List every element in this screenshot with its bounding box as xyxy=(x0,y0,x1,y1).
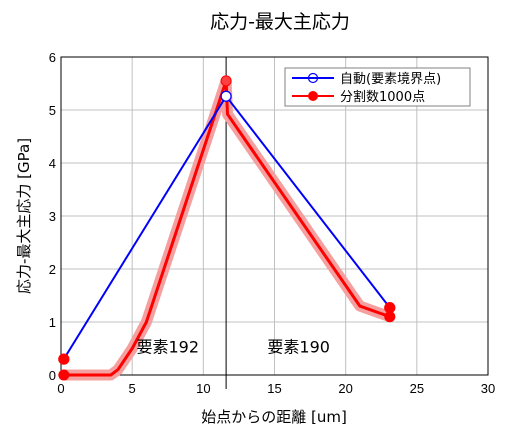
legend: 自動(要素境界点) 分割数1000点 xyxy=(284,67,471,107)
legend-label-auto: 自動(要素境界点) xyxy=(340,72,441,87)
y-tick-label: 0 xyxy=(49,368,56,383)
series-div-point xyxy=(58,369,70,381)
legend-marker-auto xyxy=(307,72,319,84)
y-tick-label: 4 xyxy=(49,156,56,171)
x-tick-label: 30 xyxy=(481,381,495,396)
series-auto-point xyxy=(220,90,232,102)
y-tick-label: 2 xyxy=(49,262,56,277)
y-tick-label: 5 xyxy=(49,103,56,118)
chart-title: 応力-最大主応力 xyxy=(210,11,350,33)
y-axis-label: 応力-最大主応力 [GPa] xyxy=(15,138,33,294)
x-tick-label: 5 xyxy=(129,381,136,396)
series-div-line xyxy=(63,79,391,377)
series-layer xyxy=(58,75,396,381)
series-auto-point xyxy=(58,353,70,365)
x-tick-label: 10 xyxy=(196,381,210,396)
x-tick-label: 15 xyxy=(267,381,281,396)
annotations: 要素192 要素190 xyxy=(136,338,329,357)
legend-marker-div xyxy=(308,91,318,101)
x-tick-label: 25 xyxy=(410,381,424,396)
y-tick-label: 1 xyxy=(49,315,56,330)
series-div-point xyxy=(220,75,232,87)
x-axis-label: 始点からの距離 [um] xyxy=(201,408,347,426)
x-tick-label: 20 xyxy=(338,381,352,396)
y-tick-label: 3 xyxy=(49,209,56,224)
element-annotation: 要素192 xyxy=(136,338,199,357)
element-annotation: 要素190 xyxy=(267,338,330,357)
series-auto-point xyxy=(384,302,396,314)
tick-labels: 0 5 10 15 20 25 30 0 1 2 3 4 5 6 xyxy=(49,50,495,396)
legend-label-div: 分割数1000点 xyxy=(340,89,425,105)
plot-frame xyxy=(60,56,489,376)
x-tick-label: 0 xyxy=(57,381,64,396)
y-tick-label: 6 xyxy=(49,50,56,65)
